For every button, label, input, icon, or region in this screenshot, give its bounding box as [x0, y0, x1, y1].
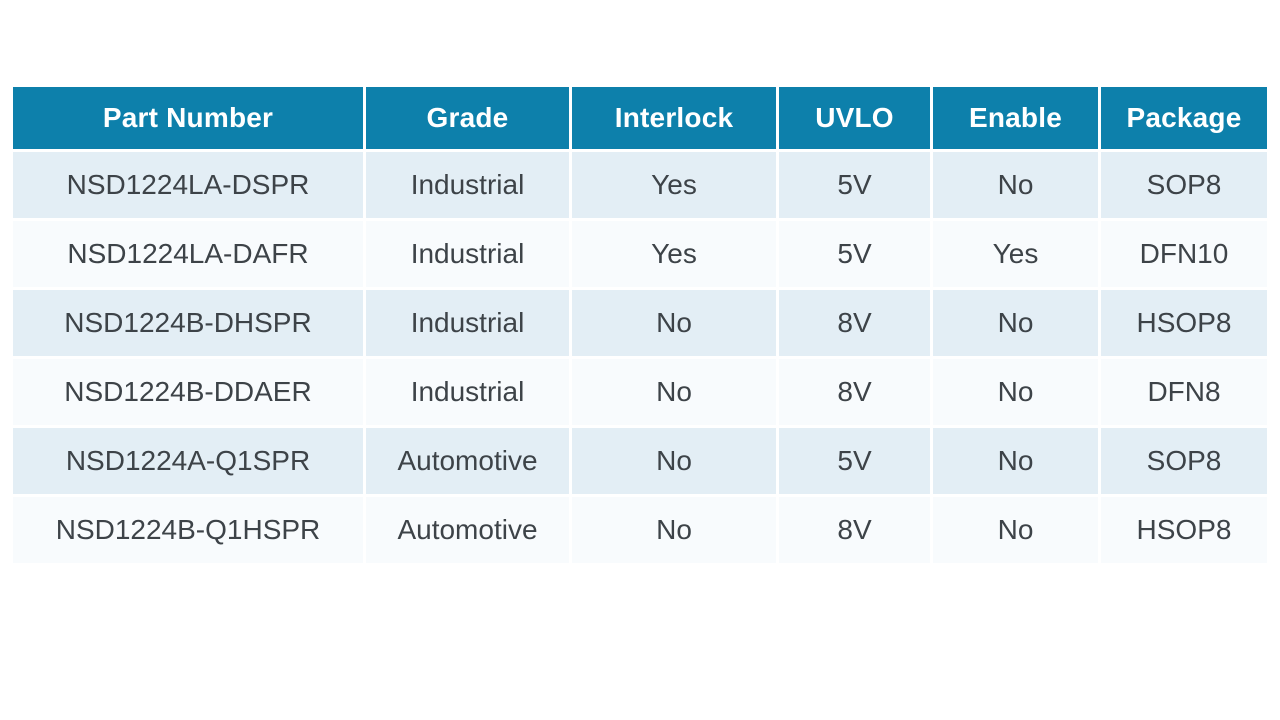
table-row: NSD1224B-DHSPR Industrial No 8V No HSOP8: [13, 290, 1267, 356]
table-row: NSD1224B-DDAER Industrial No 8V No DFN8: [13, 359, 1267, 425]
column-header-part-number: Part Number: [13, 87, 363, 149]
table-row: NSD1224A-Q1SPR Automotive No 5V No SOP8: [13, 428, 1267, 494]
column-header-grade: Grade: [366, 87, 569, 149]
cell-interlock: No: [572, 359, 776, 425]
cell-interlock: No: [572, 290, 776, 356]
cell-enable: No: [933, 497, 1098, 563]
cell-part-number: NSD1224LA-DAFR: [13, 221, 363, 287]
cell-uvlo: 5V: [779, 428, 930, 494]
cell-enable: No: [933, 359, 1098, 425]
cell-part-number: NSD1224B-DDAER: [13, 359, 363, 425]
cell-grade: Industrial: [366, 359, 569, 425]
cell-interlock: Yes: [572, 152, 776, 218]
cell-uvlo: 8V: [779, 497, 930, 563]
cell-grade: Industrial: [366, 290, 569, 356]
header-row: Part Number Grade Interlock UVLO Enable …: [13, 87, 1267, 149]
cell-enable: No: [933, 290, 1098, 356]
cell-enable: No: [933, 152, 1098, 218]
column-header-package: Package: [1101, 87, 1267, 149]
cell-package: SOP8: [1101, 428, 1267, 494]
cell-package: DFN8: [1101, 359, 1267, 425]
cell-part-number: NSD1224B-DHSPR: [13, 290, 363, 356]
table-row: NSD1224LA-DAFR Industrial Yes 5V Yes DFN…: [13, 221, 1267, 287]
cell-grade: Automotive: [366, 428, 569, 494]
cell-uvlo: 8V: [779, 290, 930, 356]
cell-package: HSOP8: [1101, 497, 1267, 563]
cell-package: HSOP8: [1101, 290, 1267, 356]
column-header-interlock: Interlock: [572, 87, 776, 149]
cell-uvlo: 8V: [779, 359, 930, 425]
column-header-enable: Enable: [933, 87, 1098, 149]
column-header-uvlo: UVLO: [779, 87, 930, 149]
cell-interlock: No: [572, 497, 776, 563]
table-row: NSD1224B-Q1HSPR Automotive No 8V No HSOP…: [13, 497, 1267, 563]
cell-package: DFN10: [1101, 221, 1267, 287]
cell-uvlo: 5V: [779, 221, 930, 287]
cell-interlock: Yes: [572, 221, 776, 287]
cell-package: SOP8: [1101, 152, 1267, 218]
table-row: NSD1224LA-DSPR Industrial Yes 5V No SOP8: [13, 152, 1267, 218]
cell-grade: Industrial: [366, 221, 569, 287]
cell-grade: Automotive: [366, 497, 569, 563]
cell-part-number: NSD1224LA-DSPR: [13, 152, 363, 218]
parts-selection-table: Part Number Grade Interlock UVLO Enable …: [10, 84, 1270, 566]
cell-grade: Industrial: [366, 152, 569, 218]
cell-uvlo: 5V: [779, 152, 930, 218]
cell-enable: Yes: [933, 221, 1098, 287]
cell-interlock: No: [572, 428, 776, 494]
cell-part-number: NSD1224A-Q1SPR: [13, 428, 363, 494]
cell-enable: No: [933, 428, 1098, 494]
cell-part-number: NSD1224B-Q1HSPR: [13, 497, 363, 563]
